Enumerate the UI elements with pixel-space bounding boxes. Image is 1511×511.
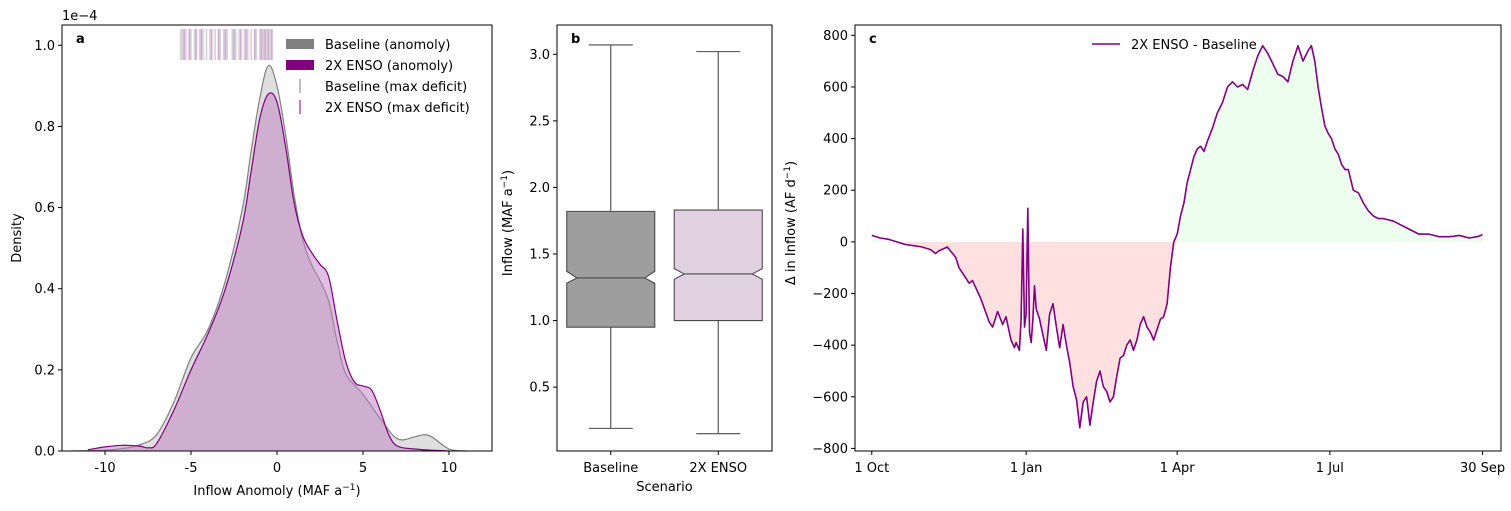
panel-b-frame — [556, 24, 773, 452]
panel-c-ytick-label: 600 — [823, 80, 848, 95]
panel-a-offset-text: 1e−4 — [62, 9, 97, 24]
legend-label-3: 2X ENSO (max deficit) — [325, 101, 470, 116]
panel-c-xtick-label: 30 Sep — [1460, 461, 1505, 476]
panel-b-ytick-label: 2.5 — [529, 114, 550, 129]
panel-b-xtick-label: Baseline — [583, 461, 638, 476]
panel-a-ytick-label: 1.0 — [34, 39, 55, 54]
density-line-1 — [87, 92, 450, 452]
panel-b-ylabel: Inflow (MAF a−1) — [500, 170, 516, 276]
panel-c-ytick-label: 200 — [823, 184, 848, 199]
legend-swatch-0 — [286, 39, 314, 49]
panel-b-xtick-label: 2X ENSO — [689, 461, 747, 476]
panel-c-ytick-label: 400 — [823, 132, 848, 147]
panel-c-xtick-label: 1 Oct — [854, 461, 889, 476]
density-area-1 — [87, 92, 450, 452]
panel-c-difference-line: 1 Oct 1 Jan 1 Apr 1 Jul 30 Sep −800 −600 −400 −2… — [783, 24, 1505, 476]
surplus-fill — [871, 45, 1483, 242]
density-line-0 — [70, 64, 467, 452]
legend-swatch-1 — [286, 60, 314, 70]
panel-a-xtick-label: -10 — [94, 461, 115, 476]
panel-a-xtick-label: -5 — [185, 461, 198, 476]
panel-c-ytick-label: −600 — [812, 390, 848, 405]
panel-a-ytick-label: 0.2 — [34, 363, 55, 378]
box-1 — [673, 209, 763, 322]
legend-label-difference: 2X ENSO - Baseline — [1131, 38, 1257, 53]
panel-a-ytick-label: 0.0 — [34, 445, 55, 460]
panel-a-ytick-label: 0.8 — [34, 120, 55, 135]
legend-label-0: Baseline (anomoly) — [325, 38, 450, 53]
panel-c-ylabel: Δ in Inflow (AF d−1) — [783, 161, 799, 285]
panel-a-density: -10 -5 0 5 10 0.0 0.2 0.4 0.6 0.8 1.0 1e−4 a Inflow A… — [10, 9, 493, 499]
panel-c-xtick-label: 1 Jan — [1010, 461, 1042, 476]
panel-a-letter: a — [76, 32, 85, 47]
panel-b-boxplot: 0.5 1.0 1.5 2.0 2.5 3.0 Baseline 2X ENSO Scenari… — [500, 24, 773, 495]
panel-b-ytick-label: 3.0 — [529, 48, 550, 63]
panel-c-ytick-label: −200 — [812, 287, 848, 302]
panel-c-frame — [854, 24, 1502, 452]
panel-a-xtick-label: 0 — [273, 461, 281, 476]
panel-b-ytick-label: 0.5 — [529, 381, 550, 396]
panel-a-xtick-label: 10 — [441, 461, 458, 476]
box-0 — [566, 210, 656, 328]
panel-c-ytick-label: −400 — [812, 339, 848, 354]
panel-a-ytick-label: 0.4 — [34, 282, 55, 297]
panel-b-ytick-label: 2.0 — [529, 181, 550, 196]
panel-b-ytick-label: 1.0 — [529, 314, 550, 329]
panel-c-ytick-label: 800 — [823, 29, 848, 44]
panel-c-ytick-label: 0 — [840, 235, 848, 250]
panel-c-ytick-label: −800 — [812, 442, 848, 457]
difference-line — [871, 44, 1483, 429]
legend-label-2: Baseline (max deficit) — [325, 80, 467, 95]
panel-c-letter: c — [869, 32, 877, 47]
deficit-fill — [871, 241, 1483, 428]
panel-c-xtick-label: 1 Apr — [1160, 461, 1196, 476]
panel-b-letter: b — [571, 32, 580, 47]
panel-a-ylabel: Density — [10, 213, 25, 263]
panel-b-xlabel: Scenario — [636, 480, 693, 495]
panel-a-xlabel: Inflow Anomoly (MAF a−1) — [193, 483, 360, 499]
panel-a-xtick-label: 5 — [359, 461, 367, 476]
panel-c-xtick-label: 1 Jul — [1316, 461, 1344, 476]
legend-label-1: 2X ENSO (anomoly) — [325, 59, 453, 74]
panel-a-ytick-label: 0.6 — [34, 201, 55, 216]
panel-b-ytick-label: 1.5 — [529, 247, 550, 262]
